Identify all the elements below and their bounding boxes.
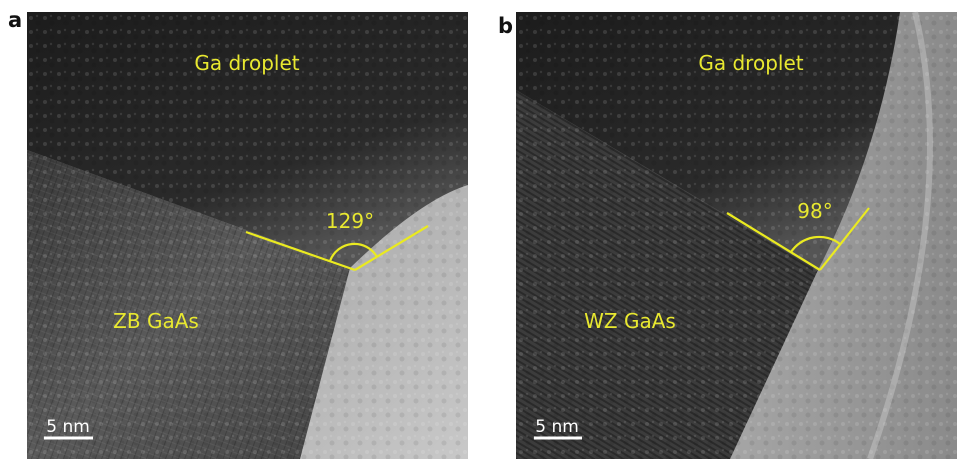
panel-a: a Ga droplet 129° ZB GaAs 5 nm — [8, 8, 468, 459]
scale-label: 5 nm — [46, 417, 90, 437]
panel-b: b Ga droplet 98° WZ GaAs 5 nm — [498, 12, 957, 459]
panel-label: a — [8, 8, 22, 32]
panel-label: b — [498, 14, 513, 38]
figure: a Ga droplet 129° ZB GaAs 5 nm b Ga drop… — [0, 0, 957, 459]
crystal-label: ZB GaAs — [113, 309, 199, 333]
crystal-label: WZ GaAs — [584, 309, 676, 333]
droplet-label: Ga droplet — [698, 51, 803, 75]
texture — [27, 12, 468, 459]
page: a Ga droplet 129° ZB GaAs 5 nm b Ga drop… — [0, 0, 957, 459]
droplet-label: Ga droplet — [194, 51, 299, 75]
angle-label: 129° — [326, 209, 374, 233]
angle-label: 98° — [797, 199, 832, 223]
scale-label: 5 nm — [535, 417, 579, 437]
